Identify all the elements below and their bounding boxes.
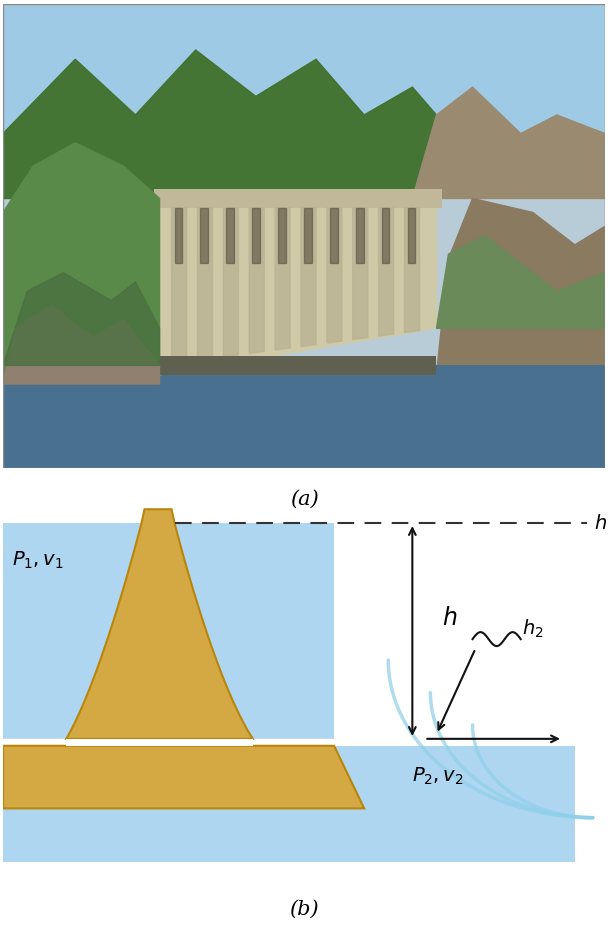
Polygon shape — [356, 209, 364, 264]
Polygon shape — [304, 209, 312, 264]
Polygon shape — [226, 209, 234, 264]
Polygon shape — [3, 523, 334, 739]
Polygon shape — [412, 88, 605, 199]
Text: (b): (b) — [289, 899, 319, 917]
Polygon shape — [3, 144, 159, 375]
Polygon shape — [330, 209, 337, 264]
Polygon shape — [437, 199, 605, 375]
Polygon shape — [278, 209, 286, 264]
Polygon shape — [407, 209, 415, 264]
Polygon shape — [223, 209, 238, 358]
Polygon shape — [174, 209, 182, 264]
Polygon shape — [301, 209, 316, 347]
Text: (a): (a) — [289, 489, 319, 508]
Bar — [159, 357, 437, 375]
Polygon shape — [252, 209, 260, 264]
Text: $h_1$: $h_1$ — [594, 513, 608, 534]
Bar — [153, 190, 443, 209]
Polygon shape — [353, 209, 368, 340]
Polygon shape — [3, 273, 159, 366]
Text: $P_2, v_2$: $P_2, v_2$ — [412, 765, 464, 786]
Polygon shape — [275, 209, 290, 351]
Polygon shape — [327, 209, 342, 344]
Bar — [66, 739, 253, 746]
Polygon shape — [404, 209, 420, 333]
Text: $h_2$: $h_2$ — [522, 617, 544, 639]
Polygon shape — [3, 306, 159, 385]
Polygon shape — [382, 209, 390, 264]
Polygon shape — [171, 209, 187, 364]
Polygon shape — [379, 209, 394, 337]
Bar — [3, 190, 605, 468]
Polygon shape — [198, 209, 213, 361]
Polygon shape — [437, 237, 605, 329]
Bar — [3, 5, 605, 190]
Polygon shape — [3, 746, 364, 809]
Text: $P_1, v_1$: $P_1, v_1$ — [12, 549, 64, 570]
Text: $h$: $h$ — [443, 606, 458, 629]
Polygon shape — [249, 209, 264, 354]
Bar — [3, 366, 605, 468]
Polygon shape — [201, 209, 209, 264]
Polygon shape — [3, 746, 575, 862]
Polygon shape — [3, 51, 437, 199]
Polygon shape — [66, 510, 253, 739]
Polygon shape — [159, 199, 437, 375]
Polygon shape — [3, 51, 437, 199]
